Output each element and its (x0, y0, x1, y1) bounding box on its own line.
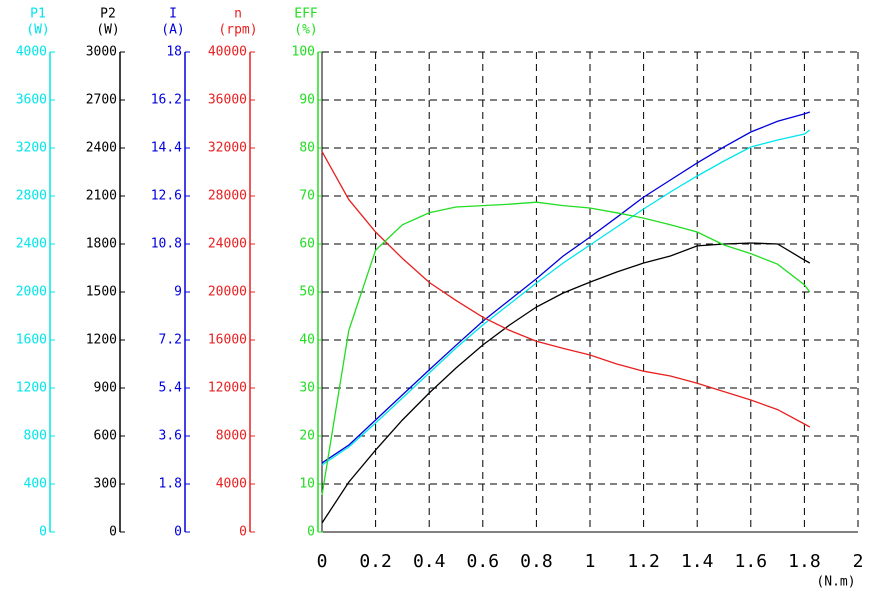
y-tick-label: 900 (94, 381, 117, 396)
axis-name: EFF (294, 7, 318, 22)
y-tick-label: 16000 (208, 333, 247, 348)
y-tick-label: 1800 (86, 237, 117, 252)
y-tick-label: 600 (94, 429, 117, 444)
y-tick-label: 10.8 (151, 237, 182, 252)
axis-name: n (234, 7, 242, 22)
y-tick-label: 3600 (16, 93, 47, 108)
y-tick-label: 20000 (208, 285, 247, 300)
y-tick-label: 18 (166, 45, 182, 60)
series-line (321, 129, 811, 466)
x-tick-label: 1 (585, 551, 596, 572)
y-tick-label: 1.8 (159, 477, 182, 492)
y-tick-label: 60 (299, 237, 315, 252)
y-tick-label: 14.4 (151, 141, 182, 156)
y-tick-label: 0 (239, 525, 247, 540)
x-tick-label: 0.4 (413, 551, 446, 572)
y-tick-label: 20 (299, 429, 315, 444)
y-tick-label: 0 (109, 525, 117, 540)
axis-unit: (W) (26, 23, 49, 38)
y-tick-label: 3.6 (159, 429, 182, 444)
y-tick-label: 1200 (86, 333, 117, 348)
series-line (321, 151, 811, 428)
y-tick-label: 28000 (208, 189, 247, 204)
y-tick-label: 300 (94, 477, 117, 492)
y-tick-label: 0 (39, 525, 47, 540)
axis-unit: (rpm) (218, 23, 257, 38)
y-tick-label: 8000 (216, 429, 247, 444)
y-tick-label: 7.2 (159, 333, 182, 348)
y-tick-label: 400 (24, 477, 47, 492)
y-tick-label: 80 (299, 141, 315, 156)
y-tick-label: 4000 (16, 45, 47, 60)
series-line (321, 242, 811, 524)
y-tick-label: 16.2 (151, 93, 182, 108)
axis-name: P1 (30, 7, 46, 22)
y-tick-label: 30 (299, 381, 315, 396)
axis-name: P2 (100, 7, 116, 22)
series-line (321, 201, 811, 496)
axis-name: I (169, 7, 177, 22)
x-tick-label: 1.8 (788, 551, 821, 572)
y-tick-label: 70 (299, 189, 315, 204)
y-tick-label: 9 (174, 285, 182, 300)
y-tick-label: 3200 (16, 141, 47, 156)
y-tick-label: 2400 (16, 237, 47, 252)
y-tick-label: 24000 (208, 237, 247, 252)
y-tick-label: 12000 (208, 381, 247, 396)
y-tick-label: 12.6 (151, 189, 182, 204)
y-tick-label: 1600 (16, 333, 47, 348)
x-tick-label: 0.8 (520, 551, 553, 572)
series-line (321, 111, 811, 464)
axis-unit: (A) (161, 23, 184, 38)
y-tick-label: 2700 (86, 93, 117, 108)
x-tick-label: 0.2 (359, 551, 392, 572)
y-tick-label: 2800 (16, 189, 47, 204)
y-tick-label: 4000 (216, 477, 247, 492)
y-tick-label: 2000 (16, 285, 47, 300)
y-tick-label: 100 (292, 45, 315, 60)
axis-unit: (%) (294, 23, 317, 38)
y-tick-label: 50 (299, 285, 315, 300)
y-tick-label: 10 (299, 477, 315, 492)
x-tick-label: 1.6 (735, 551, 768, 572)
y-tick-label: 1200 (16, 381, 47, 396)
y-tick-label: 90 (299, 93, 315, 108)
x-tick-label: 1.2 (627, 551, 660, 572)
y-tick-label: 32000 (208, 141, 247, 156)
y-tick-label: 0 (307, 525, 315, 540)
y-tick-label: 800 (24, 429, 47, 444)
x-tick-label: 0 (317, 551, 328, 572)
y-tick-label: 2100 (86, 189, 117, 204)
y-tick-label: 0 (174, 525, 182, 540)
y-tick-label: 40 (299, 333, 315, 348)
y-tick-label: 1500 (86, 285, 117, 300)
x-tick-label: 1.4 (681, 551, 714, 572)
x-tick-label: 2 (853, 551, 864, 572)
x-tick-label: 0.6 (467, 551, 500, 572)
y-tick-label: 2400 (86, 141, 117, 156)
y-tick-label: 5.4 (159, 381, 183, 396)
axis-unit: (W) (96, 23, 119, 38)
x-axis-label: (N.m) (816, 575, 855, 590)
y-tick-label: 36000 (208, 93, 247, 108)
y-tick-label: 40000 (208, 45, 247, 60)
y-tick-label: 3000 (86, 45, 117, 60)
